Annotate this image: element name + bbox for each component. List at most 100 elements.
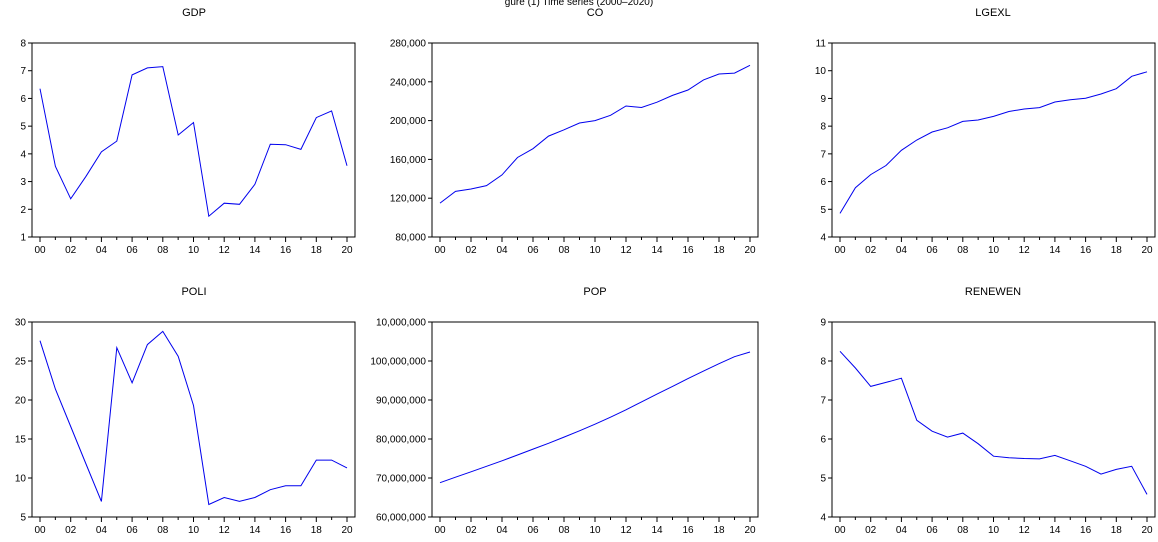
chart-5-y-tick-label: 9 — [820, 318, 826, 329]
chart-5-y-tick-label: 8 — [820, 357, 826, 368]
chart-0-x-tick-label: 06 — [127, 245, 139, 256]
chart-1-title: CO — [587, 7, 604, 19]
chart-2-x-tick-label: 18 — [1111, 245, 1123, 256]
chart-3-x-tick-label: 16 — [280, 525, 292, 536]
chart-1-y-tick-label: 120,000 — [390, 194, 427, 205]
chart-4-y-tick-label: 70,000,000 — [376, 474, 426, 485]
chart-0-x-tick-label: 02 — [65, 245, 77, 256]
chart-1-series-line — [440, 65, 750, 203]
chart-1-x-tick-label: 12 — [620, 245, 632, 256]
chart-1-y-tick-label: 200,000 — [390, 116, 427, 127]
chart-4-x-tick-label: 18 — [713, 525, 725, 536]
chart-1-x-tick-label: 10 — [589, 245, 601, 256]
chart-0-y-tick-label: 3 — [20, 177, 26, 188]
chart-2-x-tick-label: 12 — [1019, 245, 1031, 256]
chart-5-x-tick-label: 14 — [1049, 525, 1061, 536]
chart-5-x-tick-label: 00 — [834, 525, 846, 536]
chart-0-series-line — [40, 67, 347, 217]
chart-0-title: GDP — [182, 7, 206, 19]
chart-3-x-tick-label: 10 — [188, 525, 200, 536]
chart-2-x-tick-label: 02 — [865, 245, 877, 256]
chart-2-x-tick-label: 10 — [988, 245, 1000, 256]
chart-0-x-tick-label: 16 — [280, 245, 292, 256]
chart-3-y-tick-label: 30 — [15, 318, 27, 329]
chart-3-x-tick-label: 18 — [311, 525, 323, 536]
chart-1-y-tick-label: 280,000 — [390, 39, 427, 50]
chart-4-y-tick-label: 10,000,000 — [376, 318, 426, 329]
chart-4-x-tick-label: 04 — [496, 525, 508, 536]
chart-5-x-tick-label: 06 — [927, 525, 939, 536]
chart-3-y-tick-label: 10 — [15, 474, 27, 485]
chart-3-y-tick-label: 20 — [15, 396, 27, 407]
chart-0-x-tick-label: 00 — [34, 245, 46, 256]
chart-4-x-tick-label: 00 — [434, 525, 446, 536]
chart-1-y-tick-label: 160,000 — [390, 155, 427, 166]
chart-1-x-tick-label: 06 — [527, 245, 539, 256]
chart-5-y-tick-label: 4 — [820, 513, 826, 524]
chart-1-x-tick-label: 16 — [682, 245, 694, 256]
chart-4-panel: POP 60,000,000 70,000,000 80,000,000 90,000,… — [370, 286, 758, 536]
chart-0-x-tick-label: 18 — [311, 245, 323, 256]
chart-1-x-tick-label: 14 — [651, 245, 663, 256]
chart-2-y-tick-label: 6 — [820, 177, 826, 188]
chart-1-x-tick-label: 00 — [434, 245, 446, 256]
chart-3-x-tick-label: 04 — [96, 525, 108, 536]
chart-2-series-line — [840, 72, 1147, 214]
chart-4-x-tick-label: 08 — [558, 525, 570, 536]
chart-5-x-tick-label: 08 — [957, 525, 969, 536]
chart-5-x-tick-label: 20 — [1141, 525, 1153, 536]
chart-5-y-tick-label: 6 — [820, 435, 826, 446]
chart-1-x-tick-label: 08 — [558, 245, 570, 256]
chart-1-panel: CO 80,000 120,000 160,000 200,000 240,000 280,… — [390, 7, 758, 256]
chart-5-x-tick-label: 12 — [1019, 525, 1031, 536]
chart-0-y-tick-label: 4 — [20, 149, 26, 160]
chart-4-x-tick-label: 02 — [465, 525, 477, 536]
chart-2-y-tick-label: 8 — [820, 122, 826, 133]
chart-3-series-line — [40, 331, 347, 504]
chart-3-plot-frame — [32, 322, 355, 517]
chart-2-y-tick-label: 10 — [815, 66, 827, 77]
chart-5-plot-frame — [832, 322, 1155, 517]
chart-0-y-tick-label: 2 — [20, 205, 26, 216]
chart-5-panel: RENEWEN 4 5 6 7 8 9 00 02 04 06 08 10 12 14 16 18 20 — [820, 286, 1155, 536]
chart-2-y-tick-label: 11 — [816, 39, 827, 50]
chart-5-title: RENEWEN — [965, 286, 1021, 298]
chart-4-y-tick-label: 60,000,000 — [376, 513, 426, 524]
chart-2-y-tick-label: 7 — [820, 149, 826, 160]
chart-4-x-tick-label: 06 — [527, 525, 539, 536]
chart-3-title: POLI — [181, 286, 206, 298]
chart-1-plot-frame — [432, 43, 758, 237]
chart-3-y-tick-label: 25 — [15, 357, 27, 368]
chart-0-x-tick-label: 14 — [249, 245, 261, 256]
chart-0-x-tick-label: 20 — [341, 245, 353, 256]
chart-5-y-tick-label: 7 — [820, 396, 826, 407]
chart-5-x-tick-label: 10 — [988, 525, 1000, 536]
chart-4-plot-frame — [432, 322, 758, 517]
chart-3-y-tick-label: 5 — [20, 513, 26, 524]
chart-3-x-tick-label: 20 — [341, 525, 353, 536]
chart-2-x-tick-label: 00 — [834, 245, 846, 256]
chart-0-y-tick-label: 5 — [20, 122, 26, 133]
chart-5-x-tick-label: 18 — [1111, 525, 1123, 536]
chart-1-x-tick-label: 02 — [465, 245, 477, 256]
chart-0-x-tick-label: 08 — [157, 245, 169, 256]
chart-4-x-tick-label: 14 — [651, 525, 663, 536]
chart-3-x-tick-label: 12 — [219, 525, 231, 536]
chart-3-x-tick-label: 00 — [34, 525, 46, 536]
chart-0-y-tick-label: 6 — [20, 94, 26, 105]
chart-4-y-tick-label: 80,000,000 — [376, 435, 426, 446]
chart-0-plot-frame — [32, 43, 355, 237]
chart-2-y-tick-label: 9 — [820, 94, 826, 105]
chart-4-y-tick-label: 100,000,000 — [370, 357, 426, 368]
chart-0-y-tick-label: 1 — [20, 233, 26, 244]
chart-2-y-tick-label: 4 — [820, 233, 826, 244]
chart-4-title: POP — [583, 286, 606, 298]
chart-0-x-tick-label: 12 — [219, 245, 231, 256]
chart-2-x-tick-label: 06 — [927, 245, 939, 256]
chart-2-title: LGEXL — [975, 7, 1010, 19]
figure-caption-fragment: gure (1) Time series (2000–2020) — [505, 0, 653, 8]
chart-1-x-tick-label: 18 — [713, 245, 725, 256]
chart-3-x-tick-label: 08 — [157, 525, 169, 536]
